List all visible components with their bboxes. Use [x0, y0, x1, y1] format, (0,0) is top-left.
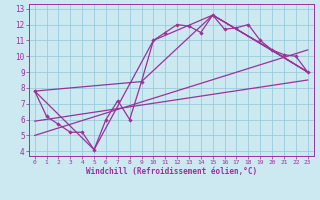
X-axis label: Windchill (Refroidissement éolien,°C): Windchill (Refroidissement éolien,°C) — [86, 167, 257, 176]
